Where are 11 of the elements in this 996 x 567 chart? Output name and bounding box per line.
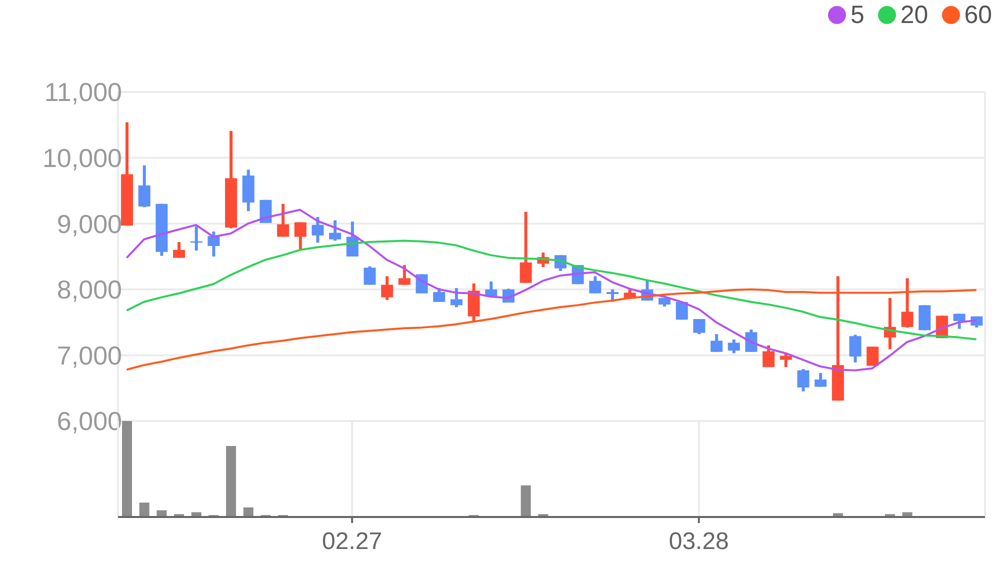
legend-label: 5 bbox=[850, 0, 864, 30]
x-tick-label: 02.27 bbox=[322, 528, 382, 555]
legend-label: 20 bbox=[900, 0, 928, 30]
y-tick-label: 11,000 bbox=[44, 77, 122, 108]
x-tick-label: 03.28 bbox=[668, 528, 729, 555]
legend-label: 60 bbox=[964, 0, 992, 30]
y-tick-label: 8,000 bbox=[56, 274, 122, 305]
y-tick-label: 9,000 bbox=[56, 208, 122, 239]
y-tick-label: 6,000 bbox=[56, 406, 122, 436]
y-tick-label: 7,000 bbox=[56, 340, 122, 370]
y-tick-label: 10,000 bbox=[42, 143, 122, 174]
